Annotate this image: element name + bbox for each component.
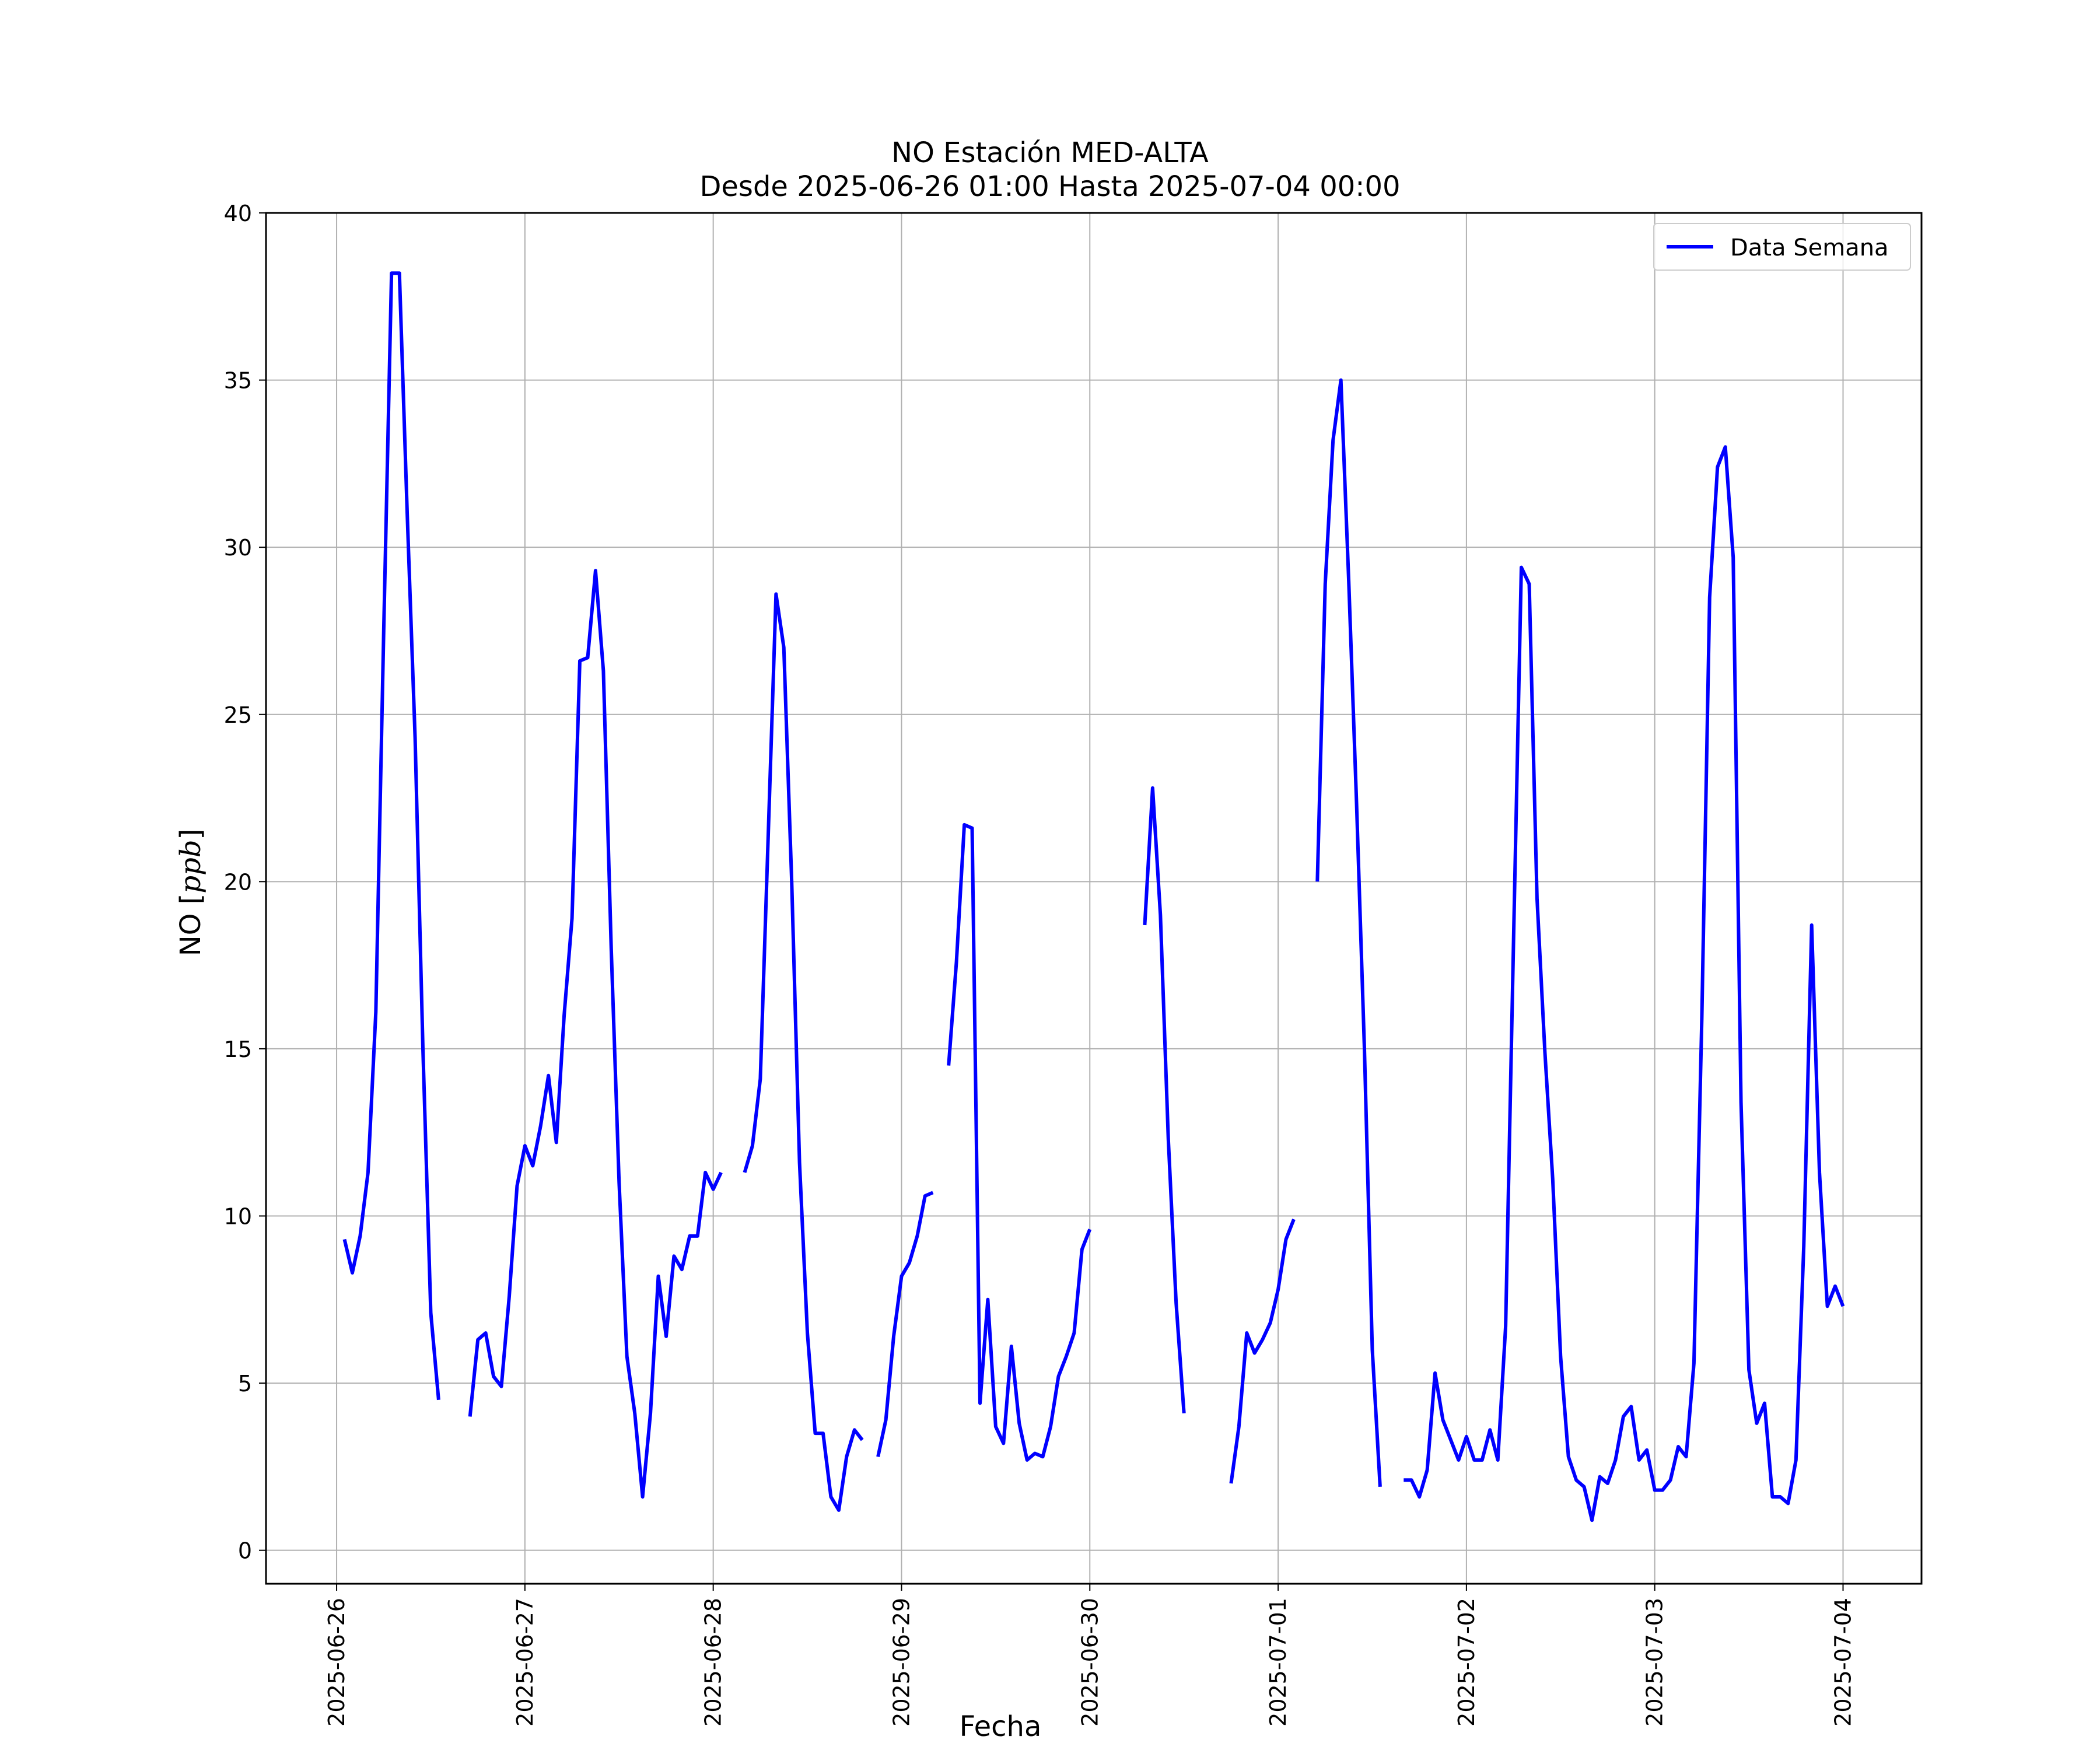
series-line-segment <box>1229 1219 1296 1484</box>
y-axis-label-unit: ppb <box>174 839 207 894</box>
y-tick-label: 15 <box>224 1037 252 1062</box>
y-tick-label: 10 <box>224 1204 252 1230</box>
x-tick-label: 2025-06-27 <box>512 1598 538 1727</box>
gridlines <box>266 212 1922 1584</box>
y-tick-label: 0 <box>238 1538 252 1564</box>
series-line-segment <box>342 271 440 1401</box>
legend-box <box>1653 223 1911 271</box>
x-tick-label: 2025-07-02 <box>1454 1598 1479 1727</box>
y-axis-label-prefix: NO [ <box>174 893 207 957</box>
x-tick-label: 2025-07-04 <box>1830 1598 1856 1727</box>
legend-label: Data Semana <box>1730 235 1889 261</box>
series-line-segment <box>1143 786 1186 1413</box>
y-axis-label-suffix: ] <box>174 828 207 840</box>
axis-ticks: 0 5 10 15 20 25 30 35 40 2025-06-26 2025-06-27 2025… <box>224 201 1856 1727</box>
axes-frame <box>265 212 1923 1585</box>
chart-subtitle: Desde 2025-06-26 01:00 Hasta 2025-07-04 … <box>699 170 1401 203</box>
x-axis-label: Fecha <box>959 1710 1042 1743</box>
y-tick-label: 5 <box>238 1371 252 1396</box>
x-tick-label: 2025-07-03 <box>1642 1598 1668 1727</box>
y-tick-label: 40 <box>224 201 252 226</box>
series-line-segment <box>468 569 723 1499</box>
legend: Data Semana <box>1653 223 1911 271</box>
y-tick-label: 30 <box>224 535 252 561</box>
chart-title: NO Estación MED-ALTA <box>891 136 1209 169</box>
x-tick-label: 2025-06-26 <box>324 1598 349 1727</box>
y-tick-label: 35 <box>224 368 252 394</box>
x-tick-label: 2025-06-28 <box>701 1598 726 1727</box>
series-line-segment <box>1404 445 1845 1522</box>
series-line-segment <box>743 592 864 1512</box>
y-axis-label: NO [ppb] <box>174 829 207 957</box>
x-tick-label: 2025-06-29 <box>888 1598 914 1727</box>
series-line-segment <box>876 1191 934 1457</box>
series-line-segment <box>947 822 1092 1462</box>
y-tick-label: 20 <box>224 869 252 895</box>
x-tick-label: 2025-07-01 <box>1265 1598 1291 1727</box>
series-line-segment <box>1315 378 1382 1487</box>
x-tick-label: 2025-06-30 <box>1077 1598 1102 1727</box>
y-tick-label: 25 <box>224 702 252 728</box>
series-lines <box>342 271 1845 1522</box>
